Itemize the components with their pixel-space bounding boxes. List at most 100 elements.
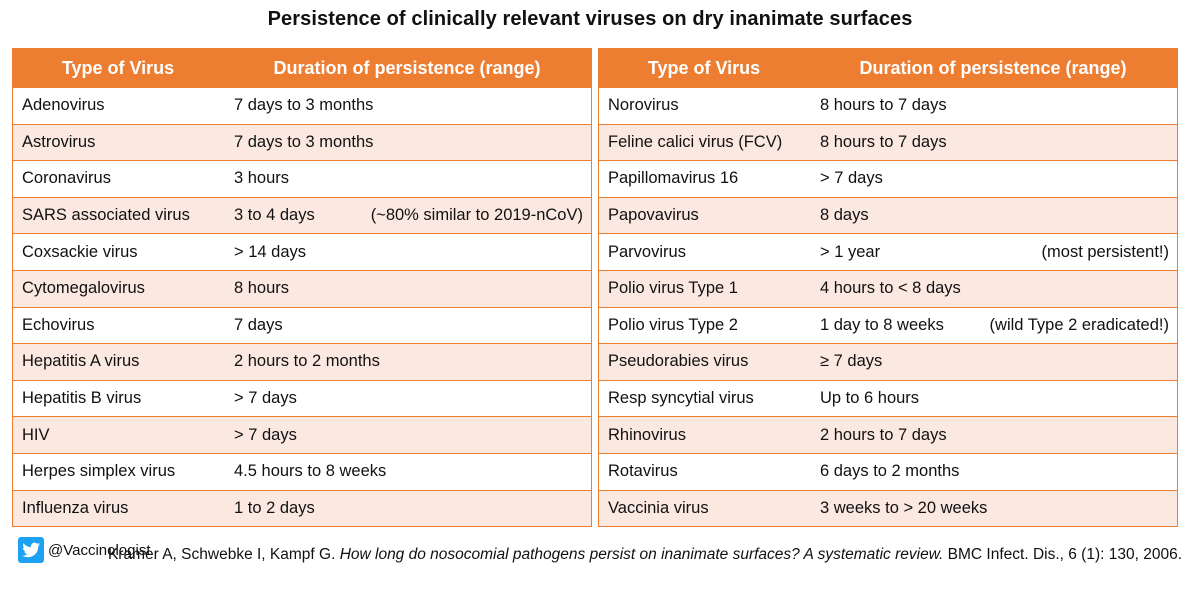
table-row: Parvovirus > 1 year (most persistent!) [599,233,1177,270]
handle-text: @Vaccinologist [48,541,151,559]
page-title: Persistence of clinically relevant virus… [267,8,913,30]
virus-name: Papovavirus [608,206,699,225]
virus-name: HIV [22,425,50,444]
duration-value: 4 hours to < 8 days [820,279,961,298]
duration-cell: ≥ 7 days [810,352,1177,371]
duration-cell: 4.5 hours to 8 weeks [224,462,591,481]
duration-value: 1 to 2 days [234,498,315,517]
virus-name: Rotavirus [608,462,678,481]
virus-name: Norovirus [608,96,679,115]
table-row: Norovirus 8 hours to 7 days [599,87,1177,124]
duration-value: 8 hours [234,279,290,298]
duration-value: 8 hours to 7 days [820,96,947,115]
duration-value: 3 hours [234,169,290,188]
duration-value: 6 days to 2 months [820,462,960,481]
virus-name: Vaccinia virus [608,498,709,517]
duration-cell: 4 hours to < 8 days [810,279,1177,298]
duration-note: (wild Type 2 eradicated!) [989,315,1169,334]
virus-name: Feline calici virus (FCV) [608,132,783,151]
table-row: Papillomavirus 16 > 7 days [599,160,1177,197]
table-row: Papovavirus 8 days [599,196,1177,234]
virus-name: Echovirus [22,315,95,334]
virus-name: Papillomavirus 16 [608,169,739,188]
duration-note: (most persistent!) [1041,242,1169,261]
duration-value: 8 days [820,206,869,225]
virus-name: Cytomegalovirus [22,279,145,298]
duration-cell: 7 days to 3 months [224,133,591,152]
duration-cell: 7 days [224,316,591,335]
left-table-body: Adenovirus 7 days to 3 months Astrovirus 7 … [13,87,591,527]
table-row: Rotavirus 6 days to 2 months [599,452,1177,490]
duration-value: > 7 days [234,425,297,444]
duration-value: 7 days to 3 months [234,96,374,115]
duration-cell: > 7 days [810,169,1177,188]
virus-name: Parvovirus [608,242,686,261]
duration-cell: 3 weeks to > 20 weeks [810,499,1177,518]
twitter-icon [18,537,44,563]
table-header: Type of Virus Duration of persistence (r… [13,49,591,87]
virus-name: Herpes simplex virus [22,462,176,481]
table-row: Pseudorabies virus ≥ 7 days [599,343,1177,380]
table-row: Coxsackie virus > 14 days [13,233,591,270]
duration-cell: 8 hours [224,279,591,298]
virus-name: Resp syncytial virus [608,389,754,408]
virus-name: Adenovirus [22,96,105,115]
virus-name: Hepatitis A virus [22,352,140,371]
duration-value: 7 days to 3 months [234,132,374,151]
duration-cell: > 1 year (most persistent!) [810,243,1177,262]
table-row: Polio virus Type 2 1 day to 8 weeks (wild … [599,306,1177,344]
table-row: Coronavirus 3 hours [13,160,591,197]
duration-cell: Up to 6 hours [810,389,1177,408]
citation-journal: BMC Infect. Dis., 6 (1): 130, 2006. [947,546,1182,563]
duration-value: Up to 6 hours [820,389,920,408]
duration-value: 1 day to 8 weeks [820,315,944,334]
duration-cell: 3 hours [224,169,591,188]
duration-cell: 2 hours to 2 months [224,352,591,371]
duration-value: 3 to 4 days [234,206,315,225]
duration-cell: > 7 days [224,426,591,445]
duration-value: 8 hours to 7 days [820,132,947,151]
virus-name: SARS associated virus [22,206,190,225]
duration-value: 2 hours to 7 days [820,425,947,444]
table-header: Type of Virus Duration of persistence (r… [599,49,1177,87]
table-row: Rhinovirus 2 hours to 7 days [599,416,1177,453]
table-row: Hepatitis B virus > 7 days [13,379,591,417]
duration-cell: 1 day to 8 weeks (wild Type 2 eradicated!… [810,316,1177,335]
virus-name: Coxsackie virus [22,242,138,261]
citation-title: How long do nosocomial pathogens persist… [339,546,944,563]
table-row: Adenovirus 7 days to 3 months [13,87,591,124]
duration-note: (~80% similar to 2019-nCoV) [370,206,583,225]
citation: Kramer A, Schwebke I, Kampf G. How long … [108,544,1182,565]
header-duration: Duration of persistence (range) [859,57,1127,78]
table-row: Resp syncytial virus Up to 6 hours [599,379,1177,417]
right-table-body: Norovirus 8 hours to 7 days Feline calici … [599,87,1177,527]
duration-cell: 8 days [810,206,1177,225]
duration-value: 7 days [234,315,283,334]
duration-value: > 7 days [234,389,297,408]
duration-cell: 2 hours to 7 days [810,426,1177,445]
table-row: Vaccinia virus 3 weeks to > 20 weeks [599,489,1177,527]
virus-name: Pseudorabies virus [608,352,749,371]
table-row: Feline calici virus (FCV) 8 hours to 7 da… [599,123,1177,161]
table-row: Herpes simplex virus 4.5 hours to 8 weeks [13,452,591,490]
virus-name: Polio virus Type 2 [608,315,738,334]
table-row: Echovirus 7 days [13,306,591,344]
duration-cell: 8 hours to 7 days [810,133,1177,152]
table-row: SARS associated virus 3 to 4 days (~80% si… [13,196,591,234]
duration-value: 4.5 hours to 8 weeks [234,462,387,481]
duration-cell: > 14 days [224,243,591,262]
twitter-handle[interactable]: @Vaccinologist [18,537,151,563]
duration-cell: 3 to 4 days (~80% similar to 2019-nCoV) [224,206,591,225]
virus-name: Polio virus Type 1 [608,279,738,298]
duration-value: ≥ 7 days [820,352,883,371]
left-virus-table: Type of Virus Duration of persistence (r… [12,48,592,528]
duration-cell: 1 to 2 days [224,499,591,518]
table-row: Polio virus Type 1 4 hours to < 8 days [599,269,1177,307]
virus-name: Rhinovirus [608,425,686,444]
duration-value: 2 hours to 2 months [234,352,380,371]
virus-name: Influenza virus [22,498,129,517]
right-virus-table: Type of Virus Duration of persistence (r… [598,48,1178,528]
table-row: Hepatitis A virus 2 hours to 2 months [13,343,591,380]
table-row: HIV > 7 days [13,416,591,453]
duration-value: 3 weeks to > 20 weeks [820,498,988,517]
